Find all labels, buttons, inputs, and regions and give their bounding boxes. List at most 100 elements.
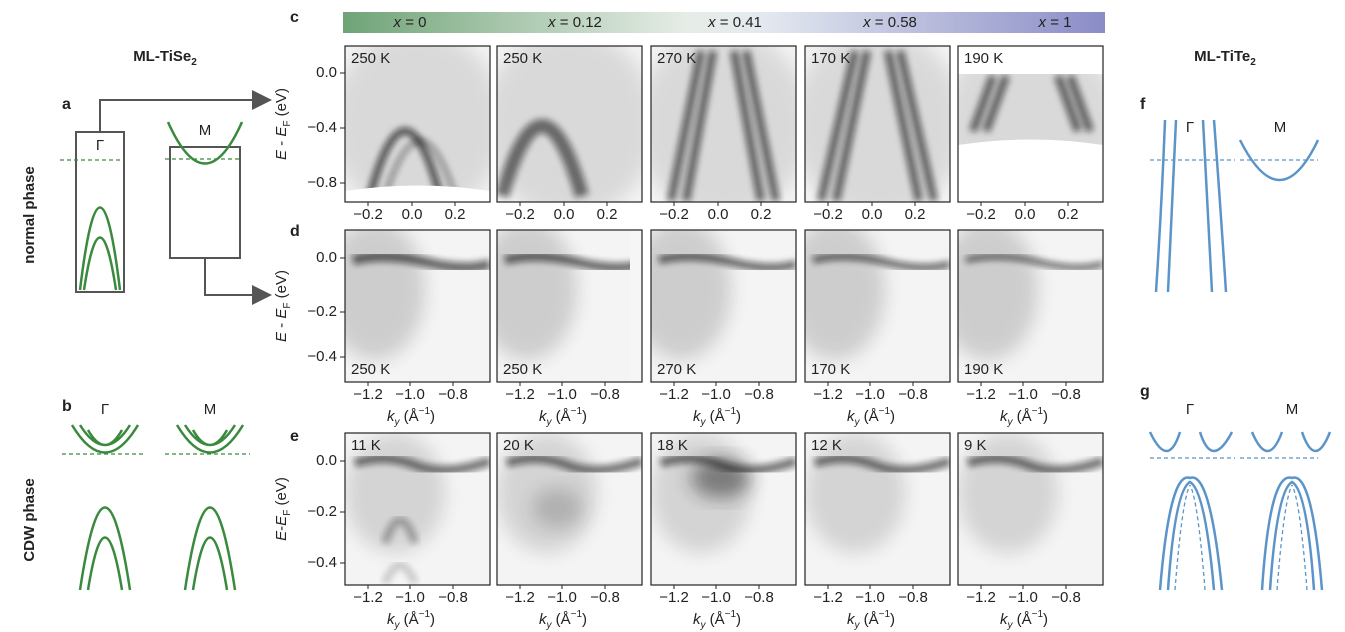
text-part: ML-TiTe <box>1194 48 1250 65</box>
intensity-band <box>351 251 490 273</box>
intensity-fog <box>345 230 425 360</box>
arpes-image <box>957 432 1104 586</box>
text-part: E <box>273 331 290 342</box>
text-part: (Å <box>551 611 570 628</box>
x-tick-label: −1.2 <box>659 386 689 403</box>
point-label: M <box>1286 401 1299 418</box>
temperature-label: 190 K <box>964 50 1003 67</box>
no-data <box>630 230 642 382</box>
image-frame <box>804 432 951 586</box>
arpes-image <box>957 45 1104 203</box>
x-tick-label: 0.0 <box>402 206 423 223</box>
intensity-band <box>366 127 444 197</box>
text-part: x <box>707 14 716 31</box>
x-tick-label: −0.2 <box>505 206 535 223</box>
intensity-band <box>505 454 642 475</box>
intensity-band <box>965 253 1103 271</box>
text-part: x <box>1038 14 1047 31</box>
x-tick-label: 0.0 <box>862 206 883 223</box>
arpes-image <box>650 229 797 383</box>
text-part: (Å <box>551 408 570 425</box>
temperature-label: 190 K <box>964 361 1003 378</box>
temperature-label: 250 K <box>503 50 542 67</box>
text-part: = 0.41 <box>716 14 762 31</box>
schematic-a: Γ M <box>60 90 272 305</box>
text-part: x <box>862 14 871 31</box>
intensity-band <box>497 119 589 198</box>
temperature-label: 9 K <box>964 437 987 454</box>
intensity-fog <box>805 230 885 360</box>
text-part: −1 <box>879 406 891 417</box>
x-tick-label: −1.2 <box>353 386 383 403</box>
text-part: (Å <box>859 408 878 425</box>
row-label: CDW phase <box>21 478 38 561</box>
y-tick-label: −0.4 <box>307 119 337 136</box>
intensity-band <box>730 50 780 202</box>
panel-letter: g <box>1140 383 1150 400</box>
text-part: y <box>853 417 860 428</box>
text-part: −1 <box>725 609 737 620</box>
intensity-band <box>884 50 938 202</box>
x-axis-title: ky (Å−1) <box>1000 609 1048 631</box>
arpes-image <box>496 45 643 203</box>
image-content <box>345 46 490 202</box>
text-part: −1 <box>419 609 431 620</box>
text-part: (Å <box>399 408 418 425</box>
text-part: k <box>387 408 396 425</box>
text-part: ) <box>890 408 895 425</box>
panel-letter: f <box>1140 96 1146 113</box>
y-tick-label: 0.0 <box>316 64 337 81</box>
x-tick-label: −1.2 <box>813 386 843 403</box>
x-axis-title: ky (Å−1) <box>387 609 435 631</box>
text-part: y <box>1006 417 1013 428</box>
arpes-image <box>496 229 643 383</box>
x-axis-title: ky (Å−1) <box>387 406 435 428</box>
text-part: k <box>693 408 702 425</box>
image-content <box>497 433 642 585</box>
text-part: ) <box>890 611 895 628</box>
text-part: k <box>387 611 396 628</box>
text-part: (Å <box>399 611 418 628</box>
text-part: 2 <box>1250 57 1256 68</box>
intensity-band <box>381 516 419 545</box>
point-label: Γ <box>1186 119 1194 136</box>
text-part: x <box>393 14 402 31</box>
text-part: −1 <box>879 609 891 620</box>
text-part: F <box>282 121 293 127</box>
y-tick-label: −0.2 <box>307 503 337 520</box>
right-title: ML-TiTe2 <box>1194 48 1256 68</box>
x-axis-title: ky (Å−1) <box>693 406 741 428</box>
text-part: - <box>273 319 290 332</box>
point-label: Γ <box>101 401 109 418</box>
x-tick-label: 0.0 <box>1015 206 1036 223</box>
image-frame <box>650 229 797 383</box>
intensity-band <box>382 138 458 197</box>
intensity-band <box>667 50 717 202</box>
x-tick-label: 0.2 <box>905 206 926 223</box>
temperature-label: 250 K <box>503 361 542 378</box>
text-part: ) <box>1043 408 1048 425</box>
text-part: = 0 <box>401 14 426 31</box>
text-part: ) <box>582 408 587 425</box>
intensity-band <box>969 74 1094 133</box>
point-label: M <box>199 122 212 139</box>
panel-letter: b <box>62 398 72 415</box>
text-part: (Å <box>1012 611 1031 628</box>
x-tick-label: −1.0 <box>395 386 425 403</box>
intensity-band <box>503 251 642 273</box>
x-axis-title: ky (Å−1) <box>847 609 895 631</box>
image-content <box>497 230 642 382</box>
text-part: E <box>273 515 290 526</box>
text-part: E <box>273 308 290 319</box>
image-frame <box>804 229 951 383</box>
x-tick-label: −0.2 <box>353 206 383 223</box>
x-axis-title: ky (Å−1) <box>1000 406 1048 428</box>
intensity-fog <box>651 46 796 202</box>
arpes-image <box>650 45 797 203</box>
text-part: E <box>273 126 290 137</box>
text-part: (Å <box>705 611 724 628</box>
x-axis-title: ky (Å−1) <box>847 406 895 428</box>
text-part: E <box>273 149 290 160</box>
text-part: E <box>273 530 290 541</box>
y-tick-label: −0.4 <box>307 554 337 571</box>
